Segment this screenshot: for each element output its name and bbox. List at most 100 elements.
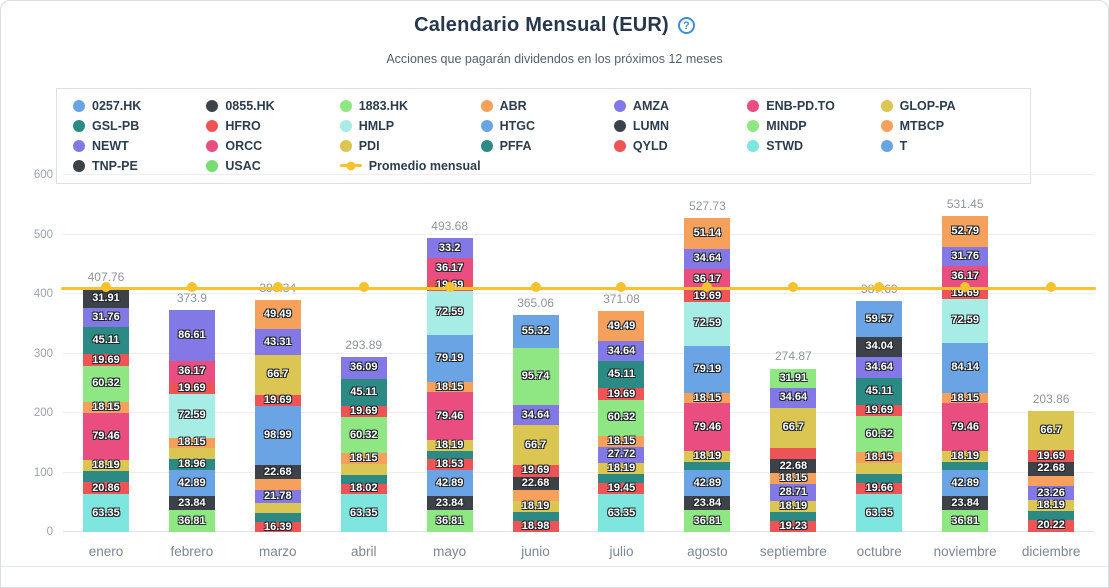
bar-segment[interactable]: 22.68 (512, 476, 559, 491)
bar-segment[interactable]: 18.19 (770, 500, 817, 512)
bar-segment[interactable]: 45.11 (340, 378, 387, 406)
bar-segment[interactable]: 19.69 (684, 290, 731, 303)
bar-segment[interactable] (512, 490, 559, 501)
bar-segment[interactable]: 18.19 (684, 450, 731, 462)
bar-segment[interactable] (598, 473, 645, 483)
bar-segment[interactable]: 72.59 (168, 394, 215, 438)
legend-item-stwd[interactable]: STWD (747, 136, 880, 155)
legend-item-newt[interactable]: NEWT (73, 136, 206, 155)
bar-segment[interactable]: 36.17 (684, 269, 731, 291)
legend-item-usac[interactable]: USAC (206, 156, 339, 175)
bar-segment[interactable]: 28.71 (770, 483, 817, 501)
bar-segment[interactable] (942, 461, 989, 471)
bar-segment[interactable]: 31.76 (82, 308, 129, 328)
legend-item-mindp[interactable]: MINDP (747, 116, 880, 135)
bar-segment[interactable]: 45.11 (82, 327, 129, 355)
bar-segment[interactable]: 52.79 (942, 215, 989, 248)
bar-segment[interactable]: 18.53 (426, 459, 473, 471)
bar-segment[interactable]: 27.72 (598, 446, 645, 464)
bar-segment[interactable]: 79.19 (684, 345, 731, 393)
bar-segment[interactable]: 18.15 (82, 401, 129, 413)
legend-item-qyld[interactable]: QYLD (613, 136, 747, 155)
bar-segment[interactable]: 79.46 (942, 403, 989, 451)
bar-segment[interactable]: 36.81 (168, 510, 215, 532)
bar-segment[interactable]: 18.15 (942, 392, 989, 404)
legend-item-0257-hk[interactable]: 0257.HK (73, 96, 206, 115)
bar-segment[interactable] (82, 470, 129, 482)
legend-item-htgc[interactable]: HTGC (480, 116, 614, 135)
bar-segment[interactable]: 18.19 (512, 500, 559, 512)
bar-segment[interactable]: 18.98 (512, 520, 559, 532)
bar-segment[interactable]: 42.89 (942, 470, 989, 496)
bar-segment[interactable]: 34.04 (856, 336, 903, 358)
bar-segment[interactable]: 20.86 (82, 481, 129, 495)
legend-item-0855-hk[interactable]: 0855.HK (206, 96, 339, 115)
bar-segment[interactable] (168, 448, 215, 460)
bar-segment[interactable]: 79.46 (426, 392, 473, 440)
legend-item-pdi[interactable]: PDI (339, 136, 481, 155)
bar-segment[interactable]: 34.64 (684, 248, 731, 270)
bar-segment[interactable]: 36.81 (942, 510, 989, 532)
bar-segment[interactable]: 18.15 (856, 452, 903, 463)
bar-segment[interactable]: 23.84 (426, 495, 473, 511)
bar-segment[interactable]: 18.15 (340, 452, 387, 464)
bar-segment[interactable]: 36.81 (684, 510, 731, 532)
bar-segment[interactable]: 49.49 (254, 299, 301, 330)
bar-segment[interactable] (856, 462, 903, 474)
bar-segment[interactable]: 19.69 (254, 395, 301, 407)
bar-segment[interactable]: 16.39 (254, 521, 301, 532)
bar-segment[interactable]: 98.99 (254, 406, 301, 466)
bar-segment[interactable]: 31.91 (770, 368, 817, 388)
bar-segment[interactable]: 79.19 (426, 334, 473, 382)
bar-segment[interactable]: 23.84 (942, 495, 989, 511)
bar-segment[interactable]: 31.91 (82, 289, 129, 309)
bar-segment[interactable]: 31.76 (942, 247, 989, 267)
legend-item-enb-pd-to[interactable]: ENB-PD.TO (747, 96, 880, 115)
legend-item-amza[interactable]: AMZA (613, 96, 747, 115)
bar-segment[interactable]: 36.81 (426, 510, 473, 532)
bar-segment[interactable] (340, 463, 387, 475)
bar-segment[interactable]: 63.35 (82, 494, 129, 532)
bar-segment[interactable]: 19.45 (598, 483, 645, 495)
bar-segment[interactable]: 18.02 (340, 483, 387, 495)
bar-segment[interactable]: 22.68 (770, 459, 817, 473)
bar-segment[interactable]: 45.11 (856, 377, 903, 405)
legend-item-hfro[interactable]: HFRO (206, 116, 339, 135)
bar-segment[interactable]: 55.32 (512, 314, 559, 348)
bar-segment[interactable] (770, 447, 817, 460)
bar-segment[interactable] (684, 461, 731, 471)
bar-segment[interactable]: 66.7 (1028, 410, 1075, 451)
bar-segment[interactable]: 22.68 (254, 465, 301, 479)
bar-segment[interactable]: 42.89 (684, 470, 731, 496)
bar-segment[interactable]: 63.35 (598, 494, 645, 532)
bar-segment[interactable]: 19.69 (856, 404, 903, 417)
bar-segment[interactable]: 60.32 (82, 365, 129, 402)
bar-segment[interactable]: 79.46 (82, 412, 129, 460)
bar-segment[interactable]: 19.69 (942, 288, 989, 300)
bar-segment[interactable]: 63.35 (856, 494, 903, 532)
bar-segment[interactable]: 66.7 (512, 425, 559, 466)
bar-segment[interactable]: 86.61 (168, 309, 215, 362)
bar-segment[interactable]: 18.19 (1028, 500, 1075, 512)
bar-segment[interactable]: 66.7 (770, 408, 817, 448)
bar-segment[interactable]: 18.19 (598, 462, 645, 474)
bar-segment[interactable]: 23.26 (1028, 486, 1075, 501)
legend-item-tnp-pe[interactable]: TNP-PE (73, 156, 206, 175)
bar-segment[interactable]: 34.64 (856, 357, 903, 378)
bar-segment[interactable] (426, 450, 473, 460)
bar-segment[interactable]: 18.19 (82, 459, 129, 471)
bar-segment[interactable]: 19.69 (512, 465, 559, 477)
bar-segment[interactable]: 22.68 (1028, 462, 1075, 476)
legend-item-1883-hk[interactable]: 1883.HK (339, 96, 481, 115)
legend-item-promedio-mensual[interactable]: Promedio mensual (339, 156, 481, 175)
legend-item-mtbcp[interactable]: MTBCP (880, 116, 1014, 135)
bar-segment[interactable]: 95.74 (512, 347, 559, 405)
bar-segment[interactable]: 66.7 (254, 355, 301, 395)
bar-segment[interactable]: 45.11 (598, 361, 645, 389)
bar-segment[interactable]: 19.66 (856, 482, 903, 495)
bar-segment[interactable]: 19.69 (598, 388, 645, 400)
bar-segment[interactable] (1028, 475, 1075, 487)
bar-segment[interactable]: 60.32 (340, 417, 387, 454)
bar-segment[interactable]: 36.17 (168, 361, 215, 383)
bar-segment[interactable]: 51.14 (684, 218, 731, 249)
